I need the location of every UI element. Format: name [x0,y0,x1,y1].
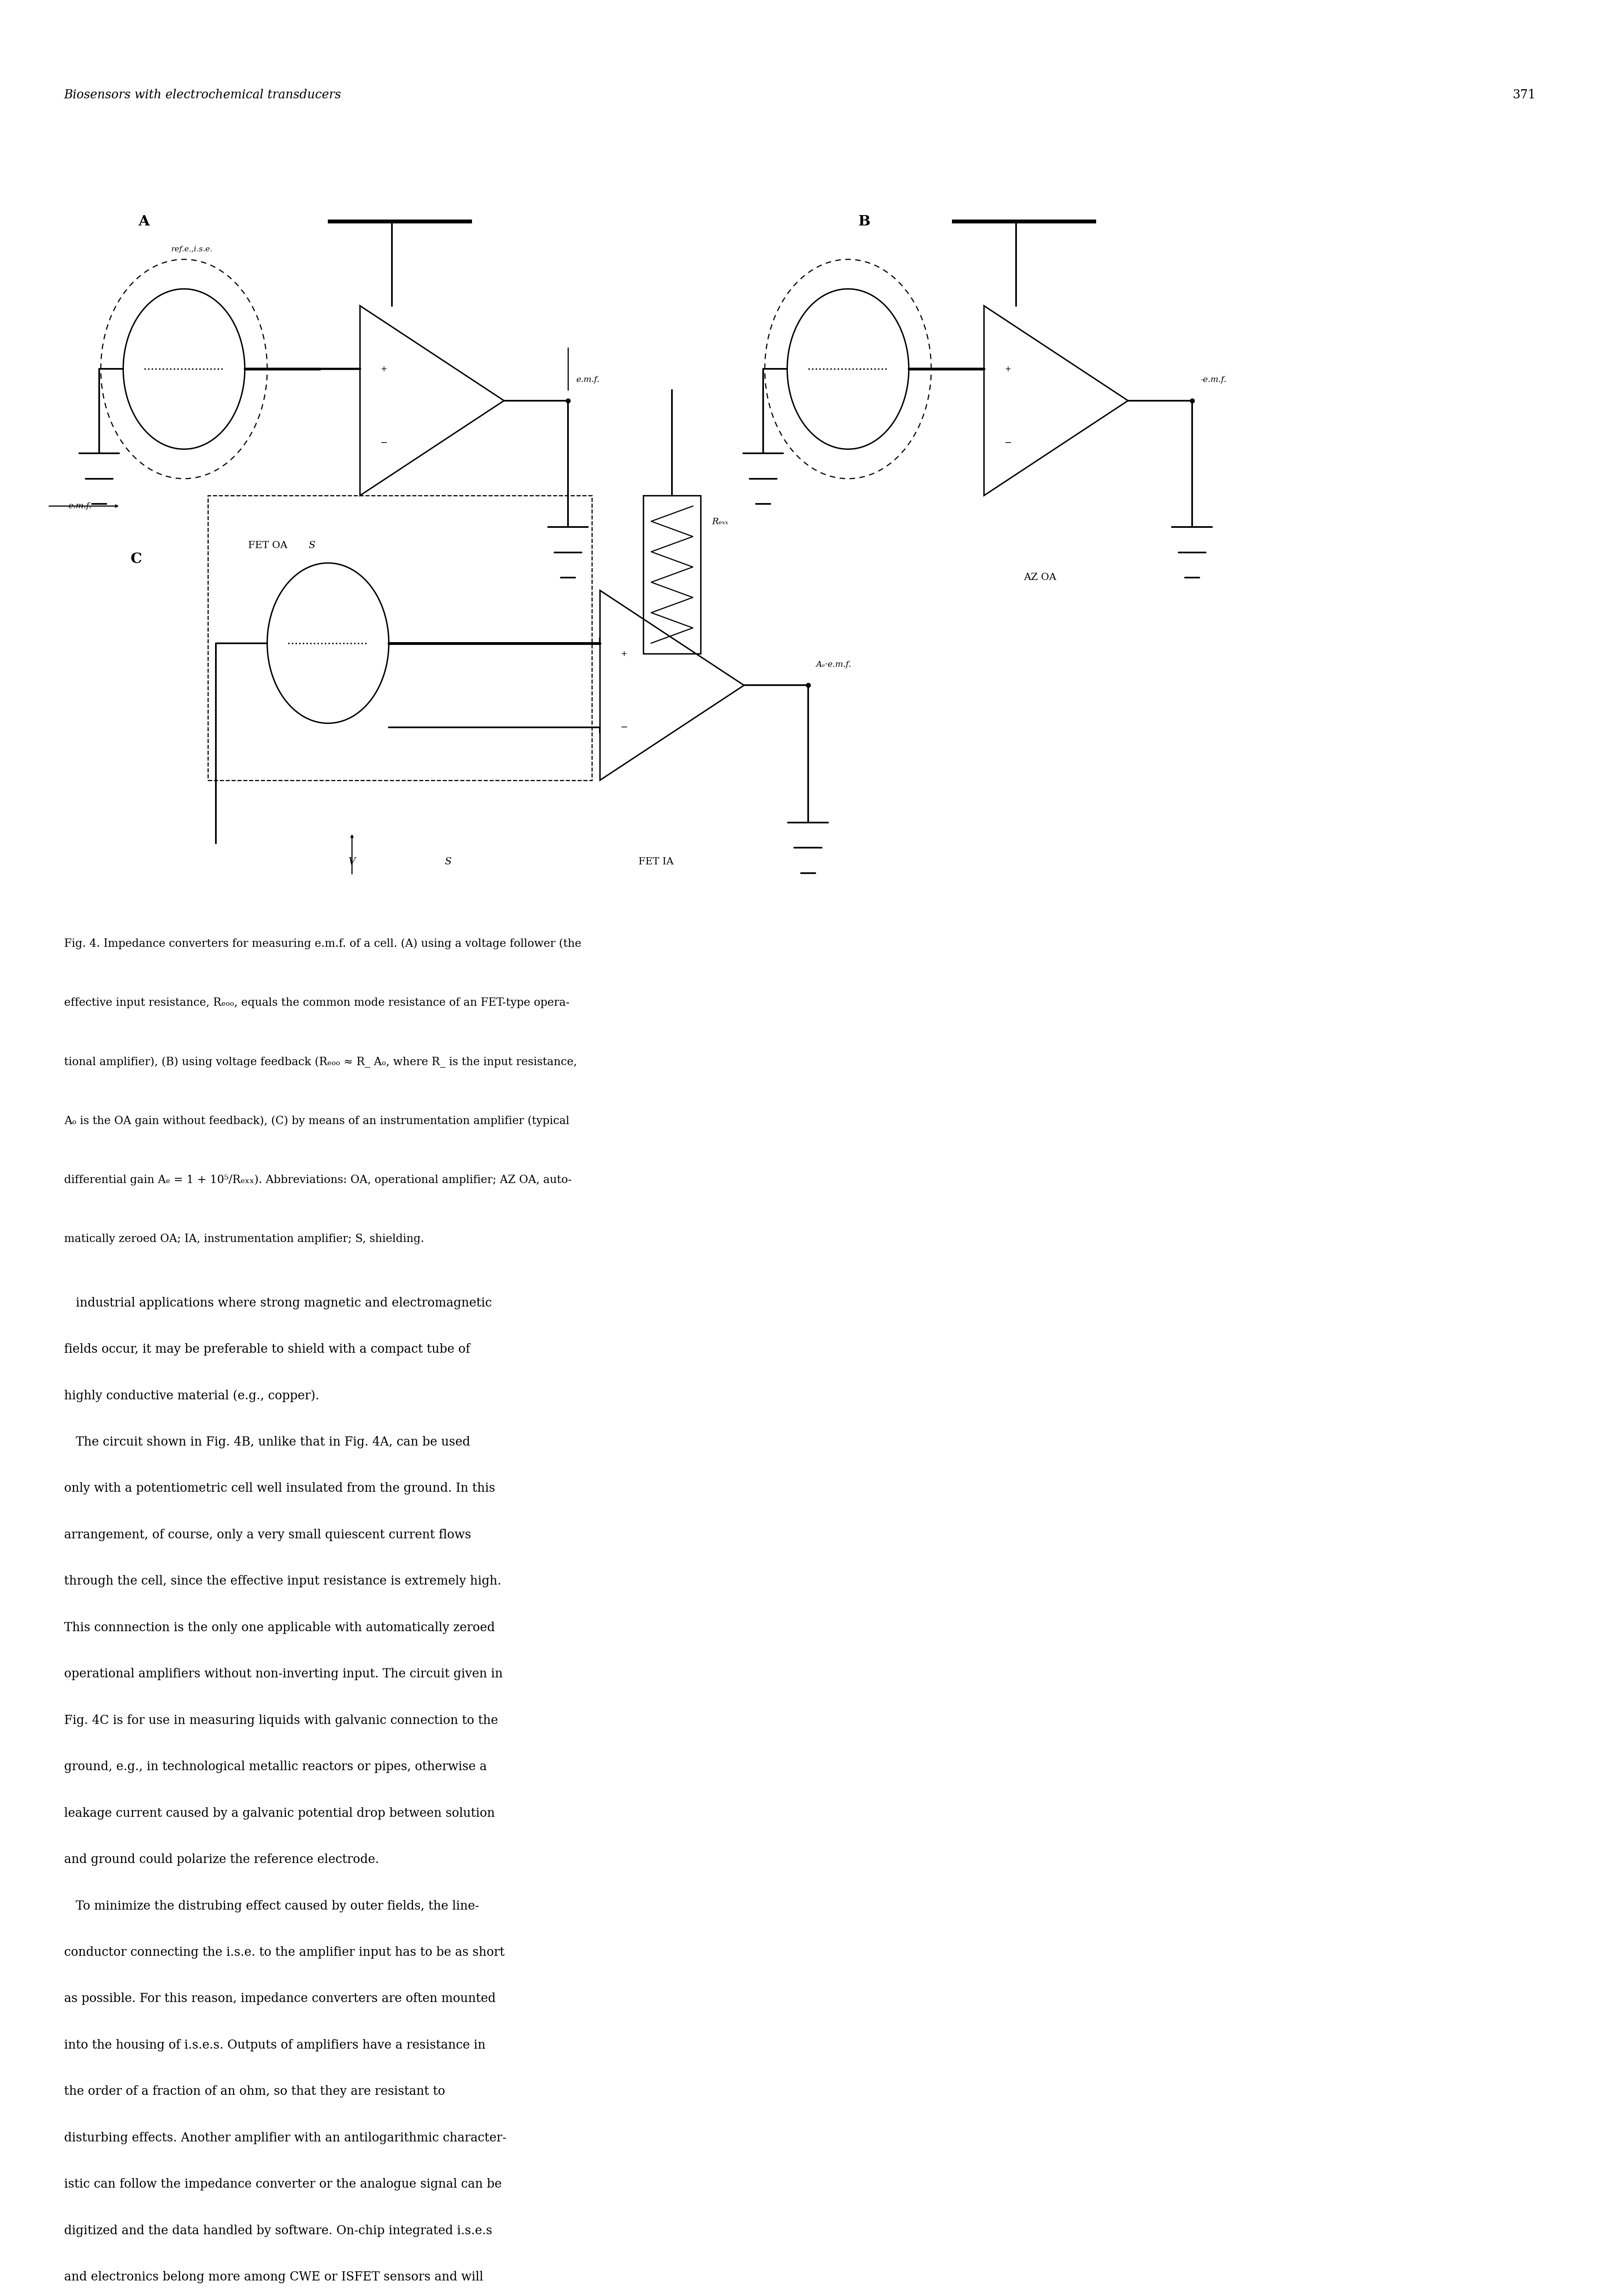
Text: e.m.f.: e.m.f. [576,377,600,383]
Text: as possible. For this reason, impedance converters are often mounted: as possible. For this reason, impedance … [64,1993,496,2004]
Text: C: C [130,551,142,565]
Text: +: + [1005,365,1011,372]
Text: Rₑₓₓ: Rₑₓₓ [712,517,728,526]
Text: into the housing of i.s.e.s. Outputs of amplifiers have a resistance in: into the housing of i.s.e.s. Outputs of … [64,2039,485,2050]
Text: leakage current caused by a galvanic potential drop between solution: leakage current caused by a galvanic pot… [64,1807,494,1818]
Text: the order of a fraction of an ohm, so that they are resistant to: the order of a fraction of an ohm, so th… [64,2085,445,2099]
Text: S: S [309,542,315,551]
Text: and ground could polarize the reference electrode.: and ground could polarize the reference … [64,1853,379,1867]
Text: S: S [445,856,451,866]
Text: Aₑ·e.m.f.: Aₑ·e.m.f. [816,661,851,668]
Text: Biosensors with electrochemical transducers: Biosensors with electrochemical transduc… [64,90,341,101]
Text: fields occur, it may be preferable to shield with a compact tube of: fields occur, it may be preferable to sh… [64,1343,470,1355]
Text: tional amplifier), (B) using voltage feedback (Rₑₒₒ ≈ R_ Aₒ, where R_ is the inp: tional amplifier), (B) using voltage fee… [64,1056,578,1068]
Text: -e.m.f.: -e.m.f. [1200,377,1226,383]
Text: 371: 371 [1512,90,1536,101]
Text: ref.e.,i.s.e.: ref.e.,i.s.e. [171,246,213,253]
Text: digitized and the data handled by software. On-chip integrated i.s.e.s: digitized and the data handled by softwa… [64,2225,493,2236]
Text: highly conductive material (e.g., copper).: highly conductive material (e.g., copper… [64,1389,318,1403]
Text: Aₒ is the OA gain without feedback), (C) by means of an instrumentation amplifie: Aₒ is the OA gain without feedback), (C)… [64,1116,570,1127]
Text: conductor connecting the i.s.e. to the amplifier input has to be as short: conductor connecting the i.s.e. to the a… [64,1947,504,1958]
Text: industrial applications where strong magnetic and electromagnetic: industrial applications where strong mag… [64,1297,491,1309]
Text: −: − [1005,439,1011,448]
Text: A: A [138,214,150,227]
Text: through the cell, since the effective input resistance is extremely high.: through the cell, since the effective in… [64,1575,501,1587]
Text: +: + [621,650,627,657]
Text: AZ OA: AZ OA [1024,572,1056,581]
Text: disturbing effects. Another amplifier with an antilogarithmic character-: disturbing effects. Another amplifier wi… [64,2131,506,2144]
Text: FET OA: FET OA [248,542,288,551]
Text: Fig. 4C is for use in measuring liquids with galvanic connection to the: Fig. 4C is for use in measuring liquids … [64,1715,498,1727]
Text: only with a potentiometric cell well insulated from the ground. In this: only with a potentiometric cell well ins… [64,1483,494,1495]
Text: effective input resistance, Rₑₒₒ, equals the common mode resistance of an FET-ty: effective input resistance, Rₑₒₒ, equals… [64,996,570,1008]
Text: +: + [381,365,387,372]
Text: V: V [349,856,355,866]
Text: e.m.f.: e.m.f. [69,503,91,510]
Text: B: B [858,214,870,227]
Text: Fig. 4. Impedance converters for measuring e.m.f. of a cell. (A) using a voltage: Fig. 4. Impedance converters for measuri… [64,939,581,948]
Text: matically zeroed OA; IA, instrumentation amplifier; S, shielding.: matically zeroed OA; IA, instrumentation… [64,1233,424,1244]
Text: −: − [381,439,387,448]
Bar [208,496,592,781]
Text: istic can follow the impedance converter or the analogue signal can be: istic can follow the impedance converter… [64,2179,501,2190]
Text: ground, e.g., in technological metallic reactors or pipes, otherwise a: ground, e.g., in technological metallic … [64,1761,486,1773]
Text: FET IA: FET IA [638,856,674,866]
Text: To minimize the distrubing effect caused by outer fields, the line-: To minimize the distrubing effect caused… [64,1899,478,1913]
Bar [643,496,701,654]
Text: operational amplifiers without non-inverting input. The circuit given in: operational amplifiers without non-inver… [64,1667,502,1681]
Text: differential gain Aₑ = 1 + 10⁵/Rₑₓₓ). Abbreviations: OA, operational amplifier; : differential gain Aₑ = 1 + 10⁵/Rₑₓₓ). Ab… [64,1176,571,1185]
Text: −: − [621,723,627,732]
Text: This connnection is the only one applicable with automatically zeroed: This connnection is the only one applica… [64,1621,494,1635]
Text: and electronics belong more among CWE or ISFET sensors and will: and electronics belong more among CWE or… [64,2271,483,2282]
Text: arrangement, of course, only a very small quiescent current flows: arrangement, of course, only a very smal… [64,1529,470,1541]
Text: The circuit shown in Fig. 4B, unlike that in Fig. 4A, can be used: The circuit shown in Fig. 4B, unlike tha… [64,1435,470,1449]
